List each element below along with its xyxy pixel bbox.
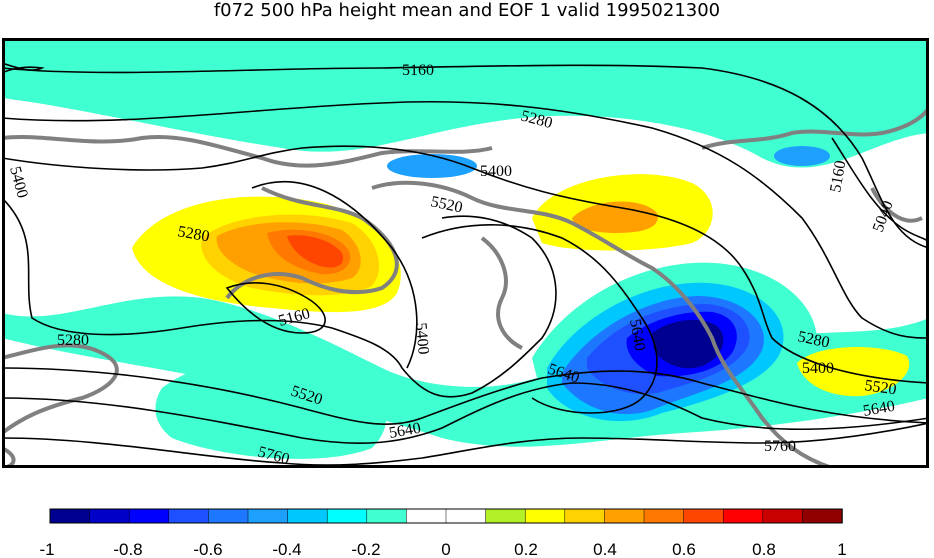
colorbar-tick-label: -0.2 <box>351 540 380 558</box>
teal-patch-south <box>155 357 387 459</box>
map-border <box>2 38 929 468</box>
height-contours <box>2 62 929 466</box>
coastline-continent <box>371 180 833 468</box>
colorbar-cell <box>49 508 91 524</box>
colorbar-cell <box>247 508 289 524</box>
colorbar-cell <box>89 508 130 524</box>
darkest-blue <box>652 319 724 369</box>
contour-5400 <box>2 145 929 384</box>
colorbar-cell <box>326 508 368 524</box>
colorbar-outline <box>49 508 843 524</box>
colorbar-cell <box>564 508 606 524</box>
red-centre-west <box>287 235 344 268</box>
contour-5280-west <box>2 197 557 398</box>
colorbar-cell <box>287 508 328 524</box>
colorbar-tick-label: -0.6 <box>193 540 222 558</box>
contour-5400-west <box>251 180 418 369</box>
coastline-northeast <box>701 106 929 150</box>
contour-5280-north <box>2 100 929 339</box>
contour-5520-trough <box>421 224 658 414</box>
label-5280-east: 5280 <box>796 328 831 351</box>
colorbar-cell <box>445 508 487 524</box>
contour-5160-west <box>225 282 326 334</box>
label-5160-east: 5160 <box>827 159 849 193</box>
colorbar-tick-label: 0.6 <box>672 540 696 558</box>
label-5640-east: 5640 <box>862 398 896 420</box>
colorbar: -1 -0.8 -0.6 -0.4 -0.2 0 0.2 0.4 0.6 0.8… <box>0 505 934 558</box>
yellow-centre-east <box>797 346 910 397</box>
colorbar-cells <box>49 508 843 524</box>
colorbar-cell <box>762 508 804 524</box>
label-5280-sw: 5280 <box>57 332 89 349</box>
colorbar-tick-label: -0.4 <box>272 540 301 558</box>
colorbar-cell <box>366 508 408 524</box>
page-title: f072 500 hPa height mean and EOF 1 valid… <box>213 0 721 21</box>
contour-5640 <box>2 382 929 444</box>
colorbar-cell <box>406 508 447 524</box>
coastline-peninsula <box>225 186 399 300</box>
contour-5160-north <box>2 64 929 249</box>
colorbar-tick-label: 0 <box>441 540 450 558</box>
label-5400-east: 5400 <box>802 360 834 377</box>
colorbar-tick-label: 0.2 <box>514 540 538 558</box>
contour-5520 <box>2 367 929 425</box>
small-blue-patch <box>387 154 477 178</box>
colorbar-cell <box>128 508 170 524</box>
label-5520-east: 5520 <box>863 377 897 398</box>
colorbar-cell <box>485 508 526 524</box>
label-5520-north: 5520 <box>429 193 464 216</box>
small-blue-patch-east <box>774 146 830 166</box>
colorbar-cell <box>604 508 645 524</box>
colorbar-tick-label: -1 <box>39 540 54 558</box>
label-5640-axis: 5640 <box>626 318 648 352</box>
colorbar-cell <box>168 508 210 524</box>
contour-5040 <box>831 137 929 244</box>
label-5400-trough: 5400 <box>412 322 432 355</box>
map-panel: 5160 5280 5400 5520 5400 5280 5160 5280 … <box>2 38 929 468</box>
colorbar-cell <box>802 508 843 524</box>
colorbar-tick-label: 1 <box>837 540 846 558</box>
colorbar-tick-label: 0.8 <box>752 540 776 558</box>
coastline-inlet <box>480 236 523 350</box>
teal-patch-north <box>522 38 722 108</box>
orange-centre-central <box>572 201 658 233</box>
colorbar-cell <box>722 508 764 524</box>
coastline-southwest <box>2 343 119 435</box>
colorbar-cell <box>208 508 249 524</box>
colorbar-cell <box>643 508 685 524</box>
coastline-east-islands <box>870 187 923 223</box>
contour-5760 <box>2 422 929 466</box>
colorbar-tick-label: -0.8 <box>113 540 142 558</box>
label-5160-north: 5160 <box>402 62 434 79</box>
label-5400-north: 5400 <box>480 163 512 180</box>
colorbar-tick-label: 0.4 <box>593 540 617 558</box>
label-5640-south: 5640 <box>388 420 422 442</box>
colorbar-cell <box>683 508 724 524</box>
label-5280-west: 5280 <box>176 223 210 245</box>
label-5760-east: 5760 <box>764 438 796 455</box>
contour-fragment-nw <box>2 62 45 74</box>
colorbar-cell <box>524 508 566 524</box>
